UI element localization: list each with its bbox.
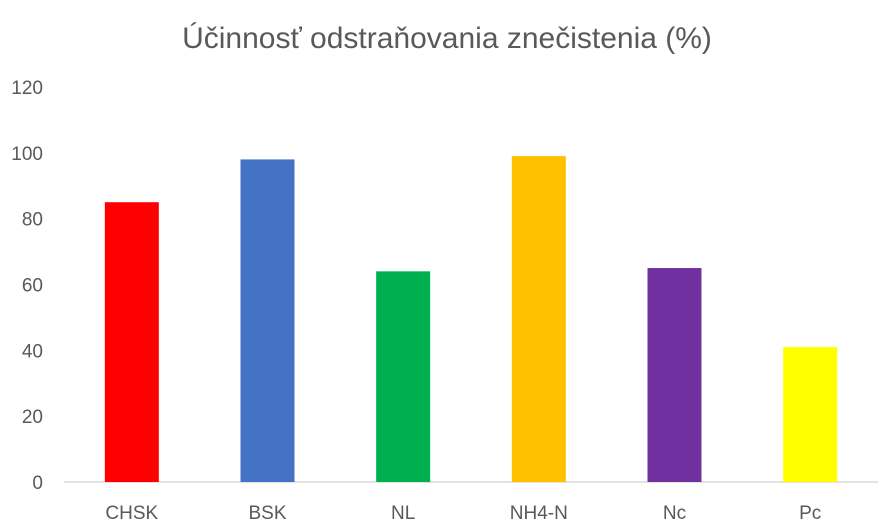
x-tick-label: NH4-N xyxy=(510,503,568,524)
y-tick-label: 60 xyxy=(22,276,43,297)
x-tick-label: Nc xyxy=(663,503,686,524)
y-tick-label: 80 xyxy=(22,210,43,231)
bar-nc xyxy=(647,268,702,482)
y-tick-label: 120 xyxy=(11,78,43,99)
y-tick-label: 40 xyxy=(22,341,43,362)
y-tick-label: 20 xyxy=(22,407,43,428)
y-tick-label: 0 xyxy=(32,473,43,494)
bar-chsk xyxy=(104,202,159,483)
x-tick-label: Pc xyxy=(799,503,821,524)
y-tick-label: 100 xyxy=(11,144,43,165)
bar-nl xyxy=(376,271,431,482)
bar-pc xyxy=(783,347,838,482)
chart-title: Účinnosť odstraňovania znečistenia (%) xyxy=(182,22,712,55)
bars-group xyxy=(104,156,838,483)
x-tick-label: CHSK xyxy=(105,503,158,524)
x-tick-label: NL xyxy=(391,503,415,524)
bar-bsk xyxy=(240,159,295,482)
y-axis-ticks: 0 20 40 60 80 100 120 xyxy=(11,78,43,494)
bar-nh4-n xyxy=(511,156,566,482)
x-axis-ticks: CHSK BSK NL NH4-N Nc Pc xyxy=(105,503,821,524)
x-tick-label: BSK xyxy=(248,503,286,524)
